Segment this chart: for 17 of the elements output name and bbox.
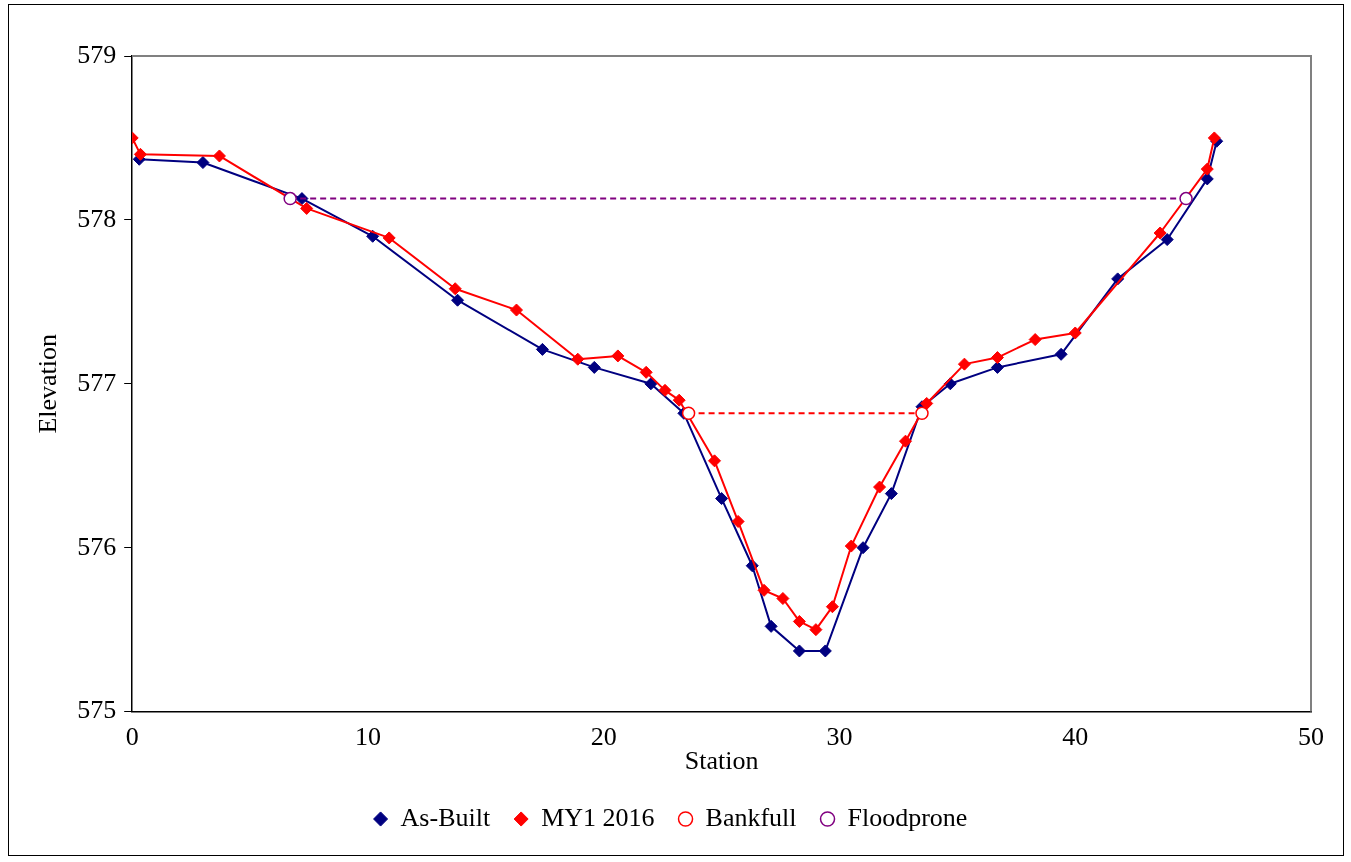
y-axis-title: Elevation [33, 333, 63, 434]
y-tick-label: 578 [77, 203, 117, 233]
legend-label: Floodprone [847, 802, 968, 832]
y-tick-label: 576 [77, 531, 117, 561]
x-tick-label: 40 [1062, 722, 1089, 752]
legend-label: MY1 2016 [541, 802, 655, 832]
x-tick-label: 30 [826, 722, 853, 752]
x-tick-label: 0 [125, 722, 139, 752]
legend-label: As-Built [400, 802, 491, 832]
x-axis-title: Station [684, 746, 759, 776]
y-tick-label: 579 [77, 39, 117, 69]
legend-label: Bankfull [705, 802, 797, 832]
y-tick-label: 575 [77, 695, 117, 725]
x-tick-label: 10 [354, 722, 381, 752]
y-tick-label: 577 [77, 367, 117, 397]
x-tick-label: 20 [590, 722, 617, 752]
x-tick-label: 50 [1298, 722, 1324, 752]
